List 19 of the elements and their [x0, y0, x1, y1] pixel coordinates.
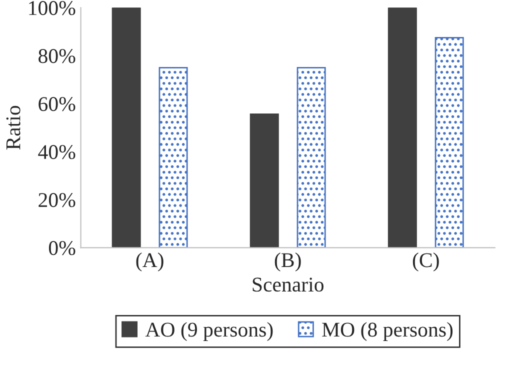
x-tick-label: (B) [274, 252, 301, 272]
x-tick-label: (C) [412, 252, 439, 272]
y-tick-label: 80% [38, 49, 76, 64]
y-tick-label: 0% [48, 241, 76, 256]
y-tick-label: 40% [38, 145, 76, 160]
legend-label: AO (9 persons) [145, 322, 273, 341]
bar [112, 8, 141, 248]
x-axis-title: Scenario [252, 278, 324, 292]
bar [434, 36, 464, 248]
y-tick-label: 100% [29, 1, 76, 16]
bar [296, 66, 326, 248]
y-axis-title: Ratio [6, 106, 20, 150]
y-tick-label: 20% [38, 193, 76, 208]
x-tick-label: (A) [136, 252, 164, 272]
bar [158, 66, 188, 248]
bar [388, 8, 417, 248]
legend-label: MO (8 persons) [322, 322, 453, 341]
bar [250, 114, 279, 248]
y-tick-label: 60% [38, 97, 76, 112]
